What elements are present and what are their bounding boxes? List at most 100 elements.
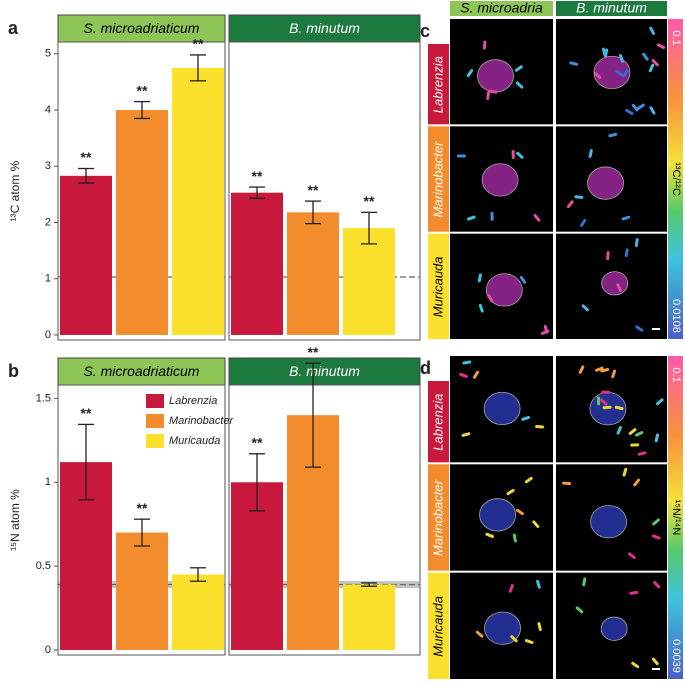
y-tick-label: 1.5	[36, 392, 51, 404]
bacterium	[582, 577, 587, 587]
error-bar	[78, 423, 94, 501]
bacterium	[485, 532, 494, 538]
bacterium	[656, 43, 666, 50]
bar	[287, 212, 339, 335]
bacterium	[606, 251, 610, 261]
colorbar-limit: 0.1	[670, 367, 682, 382]
bacterium	[562, 481, 572, 486]
bacterium	[655, 398, 664, 406]
facet-title: B. minutum	[289, 363, 360, 379]
bacterium	[636, 103, 645, 110]
cell	[590, 505, 627, 539]
bacterium	[515, 81, 524, 89]
row-strip	[428, 126, 449, 232]
bacterium	[475, 630, 484, 638]
facet-title: B. minutum	[289, 20, 360, 36]
error-bar	[361, 582, 377, 587]
bar	[172, 574, 224, 650]
bacterium	[651, 657, 659, 666]
facet-header	[57, 357, 226, 386]
bacterium	[478, 303, 484, 313]
bacterium	[615, 69, 624, 77]
bacterium	[625, 108, 634, 115]
bacterium	[616, 283, 622, 292]
scale-bar	[652, 328, 660, 330]
significance-label: **	[193, 36, 204, 52]
bacterium	[637, 451, 647, 456]
row-label: Muricauda	[430, 256, 445, 317]
y-tick-label: 1	[45, 273, 51, 285]
bacterium	[477, 273, 482, 283]
bacterium	[456, 154, 466, 158]
bacterium	[580, 218, 587, 227]
bacterium	[618, 54, 624, 63]
bacterium	[629, 590, 639, 595]
bacterium	[566, 200, 574, 209]
bacterium	[569, 61, 579, 66]
row-strip	[428, 44, 449, 125]
error-bar	[305, 362, 321, 468]
bacterium	[652, 518, 660, 526]
bacterium	[624, 248, 629, 258]
row-strip	[428, 572, 449, 679]
bacterium	[510, 635, 518, 643]
bacterium	[593, 71, 602, 79]
bacterium	[622, 69, 629, 78]
bacterium	[611, 369, 617, 379]
bacterium	[651, 59, 659, 67]
bacterium	[642, 52, 649, 61]
facet-title: S. microadriaticum	[84, 363, 200, 379]
cell	[485, 273, 523, 307]
cell	[601, 271, 629, 296]
error-bar	[190, 54, 206, 82]
significance-label: **	[252, 434, 263, 450]
bacterium	[514, 65, 523, 72]
bacterium	[519, 275, 527, 284]
bacterium	[634, 431, 644, 437]
significance-label: **	[308, 344, 319, 360]
legend-swatch	[146, 394, 164, 408]
colorbar-label: ¹³C/¹²C	[670, 162, 682, 196]
bacterium	[482, 40, 487, 50]
row-label: Marinobacter	[430, 141, 445, 218]
y-tick-label: 3	[45, 160, 51, 172]
colorbar-limit: 0.1	[670, 30, 682, 45]
legend-label: Muricauda	[169, 435, 220, 447]
bacterium	[515, 508, 524, 516]
bacterium	[540, 329, 550, 335]
y-tick-label: 4	[45, 104, 51, 116]
bacterium	[512, 533, 517, 543]
bacterium	[601, 390, 611, 394]
scale-bar	[652, 668, 660, 670]
bacterium	[622, 467, 628, 477]
colorbar	[668, 356, 683, 679]
bacterium	[466, 69, 474, 78]
bacterium	[614, 405, 624, 411]
bacterium	[608, 132, 618, 138]
cell	[477, 59, 514, 93]
column-title: S. microadria	[460, 0, 543, 16]
bacterium	[649, 106, 656, 115]
row-strip	[428, 233, 449, 339]
significance-label: **	[81, 405, 92, 421]
panel-label: d	[420, 358, 431, 378]
row-strip	[428, 464, 449, 571]
bacterium	[653, 581, 661, 589]
bacterium	[536, 579, 541, 589]
y-tick-label: 1	[45, 476, 51, 488]
bacterium	[533, 213, 541, 222]
bacterium	[472, 370, 480, 379]
colorbar-label: ¹⁵N/¹⁴N	[670, 500, 682, 536]
legend-label: Marinobacter	[169, 415, 235, 427]
significance-label: **	[137, 500, 148, 516]
bacterium	[524, 476, 533, 484]
bacterium	[597, 396, 601, 406]
bacterium	[648, 63, 655, 73]
bacterium	[575, 606, 584, 614]
significance-label: **	[252, 168, 263, 184]
bacterium	[628, 428, 637, 435]
significance-label: **	[81, 149, 92, 165]
bacterium	[649, 26, 656, 35]
column-title: B. minutum	[576, 0, 647, 16]
